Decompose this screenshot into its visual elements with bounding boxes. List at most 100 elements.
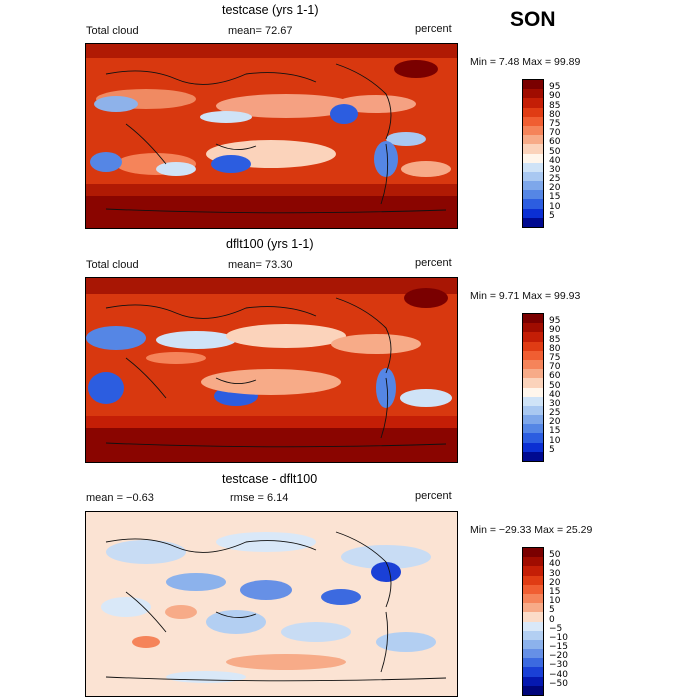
colorbar-tick-label: 75: [549, 352, 561, 363]
colorbar-swatch: [523, 217, 543, 227]
colorbar-swatch: [523, 181, 543, 191]
panel-1-variable-label: Total cloud: [86, 25, 139, 37]
colorbar-swatch: [523, 415, 543, 425]
colorbar-swatch: [523, 584, 543, 594]
colorbar-tick-label: 25: [549, 408, 561, 419]
colorbar-swatch: [523, 548, 543, 558]
colorbar-swatch: [523, 125, 543, 136]
colorbar-swatch: [523, 639, 543, 650]
colorbar-tick-label: −20: [549, 651, 568, 662]
colorbar-tick-label: 20: [549, 577, 561, 588]
colorbar-tick-label: 60: [549, 137, 561, 148]
colorbar-tick-label: 70: [549, 128, 561, 139]
colorbar-swatch: [523, 116, 543, 126]
colorbar-tick-label: 15: [549, 192, 561, 203]
panel-2-map: [85, 277, 458, 463]
colorbar-tick-label: 5: [549, 605, 555, 616]
colorbar-tick-label: 50: [549, 146, 561, 157]
colorbar-swatch: [523, 190, 543, 200]
colorbar-swatch: [523, 98, 543, 108]
colorbar-swatch: [523, 658, 543, 668]
colorbar-tick-label: 90: [549, 91, 561, 102]
colorbar-swatch: [523, 630, 543, 640]
colorbar-swatch: [523, 80, 543, 90]
colorbar-tick-label: −15: [549, 642, 568, 653]
colorbar-tick-label: −30: [549, 660, 568, 671]
panel-1-colorbar: [522, 79, 544, 228]
colorbar-swatch: [523, 424, 543, 434]
colorbar-swatch: [523, 350, 543, 360]
panel-3-units: percent: [415, 490, 452, 502]
colorbar-swatch: [523, 208, 543, 218]
colorbar-swatch: [523, 323, 543, 333]
colorbar-tick-label: 30: [549, 164, 561, 175]
panel-3-minmax: Min = −29.33 Max = 25.29: [470, 524, 593, 536]
colorbar-swatch: [523, 369, 543, 379]
panel-1-mean: mean= 72.67: [228, 25, 293, 37]
colorbar-swatch: [523, 89, 543, 99]
colorbar-tick-label: 15: [549, 586, 561, 597]
colorbar-swatch: [523, 685, 543, 695]
panel-2-colorbar: [522, 313, 544, 462]
colorbar-tick-label: 70: [549, 362, 561, 373]
colorbar-tick-label: 10: [549, 596, 561, 607]
colorbar-swatch: [523, 341, 543, 351]
panel-1-map: [85, 43, 458, 229]
colorbar-tick-label: 25: [549, 174, 561, 185]
colorbar-swatch: [523, 612, 543, 622]
colorbar-tick-label: 95: [549, 82, 561, 93]
panel-3-difference-field: [86, 512, 457, 696]
panel-1-minmax: Min = 7.48 Max = 99.89: [470, 56, 581, 68]
colorbar-tick-label: −40: [549, 669, 568, 680]
colorbar-swatch: [523, 107, 543, 117]
colorbar-swatch: [523, 199, 543, 209]
panel-2-units: percent: [415, 257, 452, 269]
colorbar-tick-label: 80: [549, 343, 561, 354]
colorbar-tick-label: 10: [549, 435, 561, 446]
panel-1-cloud-field: [86, 44, 457, 228]
colorbar-tick-label: 30: [549, 398, 561, 409]
colorbar-tick-label: 80: [549, 109, 561, 120]
colorbar-swatch: [523, 332, 543, 342]
colorbar-tick-label: 15: [549, 426, 561, 437]
panel-1-title: testcase (yrs 1-1): [222, 3, 319, 17]
colorbar-tick-label: 50: [549, 550, 561, 561]
colorbar-swatch: [523, 144, 543, 154]
season-label: SON: [510, 8, 556, 31]
colorbar-swatch: [523, 153, 543, 163]
colorbar-tick-label: 40: [549, 155, 561, 166]
colorbar-swatch: [523, 171, 543, 182]
colorbar-swatch: [523, 405, 543, 416]
colorbar-swatch: [523, 378, 543, 388]
colorbar-swatch: [523, 667, 543, 677]
colorbar-swatch: [523, 442, 543, 452]
panel-3-rmse: rmse = 6.14: [230, 492, 289, 504]
colorbar-swatch: [523, 621, 543, 631]
colorbar-tick-label: 95: [549, 316, 561, 327]
colorbar-tick-label: 20: [549, 417, 561, 428]
colorbar-tick-label: −5: [549, 623, 563, 634]
colorbar-tick-label: 5: [549, 210, 555, 221]
colorbar-tick-label: 90: [549, 325, 561, 336]
colorbar-swatch: [523, 451, 543, 461]
colorbar-swatch: [523, 162, 543, 172]
colorbar-swatch: [523, 649, 543, 659]
colorbar-tick-label: 85: [549, 334, 561, 345]
colorbar-swatch: [523, 575, 543, 585]
colorbar-swatch: [523, 593, 543, 604]
panel-2-title: dflt100 (yrs 1-1): [226, 237, 314, 251]
colorbar-tick-label: 40: [549, 559, 561, 570]
colorbar-swatch: [523, 387, 543, 397]
colorbar-tick-label: −50: [549, 678, 568, 689]
colorbar-tick-label: 40: [549, 389, 561, 400]
colorbar-tick-label: 30: [549, 568, 561, 579]
colorbar-swatch: [523, 359, 543, 370]
colorbar-tick-label: 0: [549, 614, 555, 625]
colorbar-tick-label: 10: [549, 201, 561, 212]
panel-2-mean: mean= 73.30: [228, 259, 293, 271]
colorbar-swatch: [523, 557, 543, 567]
colorbar-tick-label: 85: [549, 100, 561, 111]
colorbar-tick-label: 60: [549, 371, 561, 382]
colorbar-tick-label: 75: [549, 118, 561, 129]
panel-3-colorbar: [522, 547, 544, 696]
